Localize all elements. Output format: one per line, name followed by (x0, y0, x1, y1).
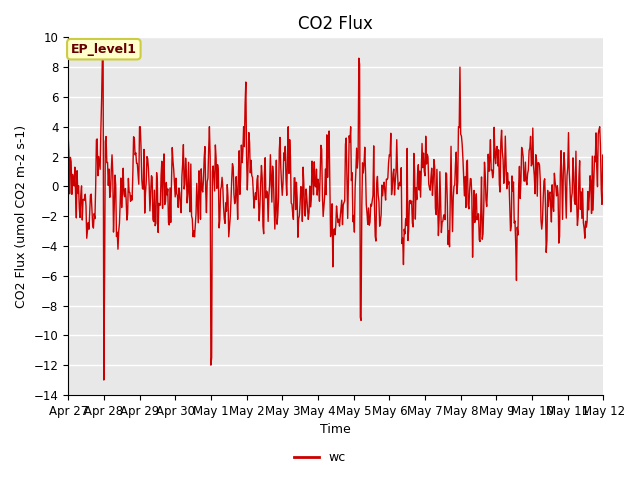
X-axis label: Time: Time (321, 423, 351, 436)
Legend: wc: wc (289, 446, 351, 469)
Title: CO2 Flux: CO2 Flux (298, 15, 373, 33)
Text: EP_level1: EP_level1 (71, 43, 137, 56)
Y-axis label: CO2 Flux (umol CO2 m-2 s-1): CO2 Flux (umol CO2 m-2 s-1) (15, 125, 28, 308)
